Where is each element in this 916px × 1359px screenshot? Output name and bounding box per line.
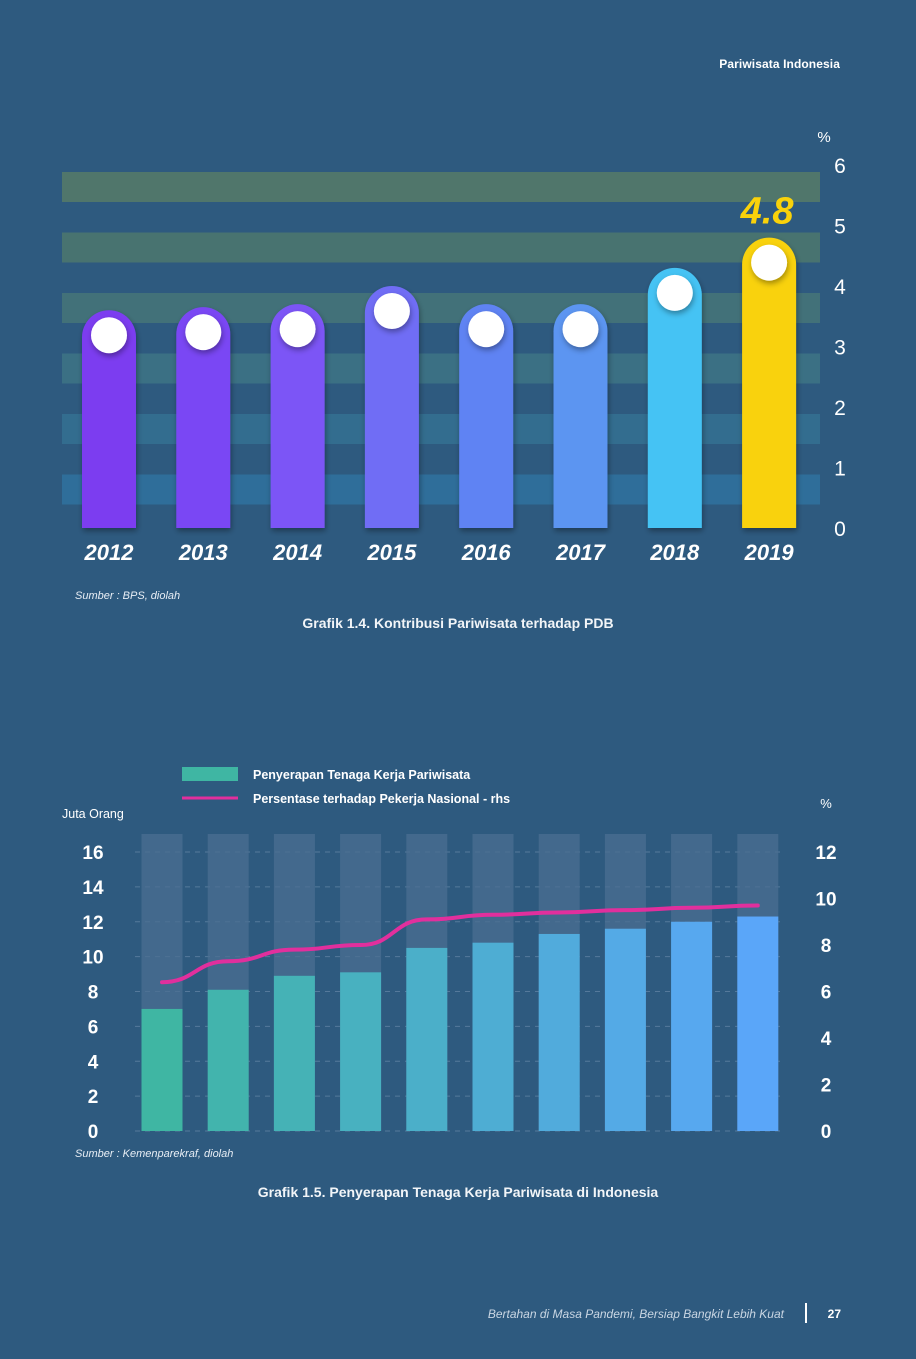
x-tick-label: 2019 (744, 540, 795, 565)
y-tick-label: 8 (88, 983, 99, 1004)
y2-tick-label: 0 (821, 1122, 832, 1143)
gdp-contribution-chart: 0 1 2 3 4 5 6% 2012 2013 2014 2015 2016 2017 2018 2019… (62, 129, 846, 565)
y2-tick-label: 12 (815, 843, 836, 864)
bar (472, 942, 514, 1131)
y2-axis-title: % (820, 796, 832, 811)
x-tick-label: 2013 (178, 540, 228, 565)
grid-band (62, 353, 820, 384)
bar (742, 237, 797, 528)
bar-group (647, 267, 702, 528)
footer-tagline: Bertahan di Masa Pandemi, Bersiap Bangki… (487, 1307, 784, 1321)
y2-tick-label: 2 (821, 1076, 832, 1097)
bar-group (270, 304, 325, 528)
series-line (160, 903, 760, 985)
bar (141, 1008, 183, 1131)
bar-group (553, 304, 608, 528)
y-tick-label: 2 (834, 397, 846, 420)
y-tick-label: 0 (88, 1122, 99, 1143)
running-header: Pariwisata Indonesia (719, 57, 840, 71)
chart2-caption: Grafik 1.5. Penyerapan Tenaga Kerja Pari… (257, 1184, 659, 1200)
y2-tick-label: 10 (815, 890, 836, 911)
bar (207, 989, 249, 1131)
bar (604, 928, 646, 1131)
bar-marker (373, 293, 410, 329)
y-tick-label: 4 (88, 1052, 99, 1073)
chart2-source: Sumber : Kemenparekraf, diolah (75, 1148, 234, 1160)
x-tick-label: 2012 (84, 540, 135, 565)
bar-marker (751, 244, 788, 281)
page-number: 27 (827, 1307, 841, 1321)
y-tick-label: 2 (88, 1087, 99, 1108)
y2-tick-label: 6 (821, 983, 832, 1004)
x-tick-label: 2018 (649, 540, 700, 565)
bar (364, 286, 419, 528)
legend-bar-swatch (182, 767, 238, 781)
legend-bar-label: Penyerapan Tenaga Kerja Pariwisata (253, 768, 471, 782)
legend-line-label: Persentase terhadap Pekerja Nasional - r… (253, 792, 510, 806)
bar-marker (468, 311, 505, 348)
y-tick-label: 10 (82, 948, 103, 969)
bar (553, 304, 608, 528)
y-tick-label: 6 (88, 1017, 99, 1038)
data-label-highlight: 4.8 (740, 191, 795, 233)
y2-tick-label: 4 (821, 1029, 832, 1050)
bar (406, 947, 448, 1131)
bar (176, 307, 231, 528)
grid-band (62, 293, 820, 323)
x-tick-label: 2014 (272, 540, 322, 565)
bar-group (459, 304, 514, 528)
y-tick-label: 3 (834, 337, 846, 360)
footer-separator (805, 1303, 807, 1323)
y2-tick-label: 8 (821, 936, 832, 957)
bar (671, 921, 713, 1131)
y-tick-label: 0 (834, 518, 846, 541)
bar (270, 304, 325, 528)
bar (737, 916, 779, 1131)
y-tick-label: 6 (834, 155, 846, 178)
bar (538, 933, 580, 1131)
y-axis-title: Juta Orang (62, 807, 124, 821)
grid-band (62, 414, 820, 444)
bar-marker (656, 274, 693, 311)
bar (273, 975, 315, 1131)
bar-marker (91, 317, 127, 354)
chart1-source: Sumber : BPS, diolah (75, 590, 181, 602)
bar (647, 267, 702, 528)
bar (82, 310, 136, 528)
bar-marker (185, 314, 222, 351)
bar (459, 304, 514, 528)
y-tick-label: 16 (82, 843, 103, 864)
grid-band (62, 474, 820, 505)
y-tick-label: 12 (82, 913, 103, 934)
x-tick-label: 2017 (555, 540, 607, 565)
x-tick-label: 2016 (461, 540, 512, 565)
bar-group (82, 310, 136, 528)
tourism-employment-chart: Penyerapan Tenaga Kerja Pariwisata Persen… (62, 767, 837, 1143)
bar-group (176, 307, 231, 528)
bar (340, 972, 382, 1131)
y-tick-label: 14 (82, 878, 104, 899)
grid-band (62, 232, 820, 263)
y-tick-label: 4 (834, 276, 846, 299)
bar-marker (279, 311, 316, 348)
bar-group (364, 286, 419, 528)
bar-group (742, 237, 797, 528)
y-tick-label: 1 (834, 458, 846, 481)
y-unit-label: % (817, 129, 830, 146)
bar-marker (562, 311, 599, 348)
x-tick-label: 2015 (366, 540, 417, 565)
y-tick-label: 5 (834, 216, 846, 239)
chart1-caption: Grafik 1.4. Kontribusi Pariwisata terhad… (302, 615, 614, 631)
grid-band (62, 172, 820, 202)
